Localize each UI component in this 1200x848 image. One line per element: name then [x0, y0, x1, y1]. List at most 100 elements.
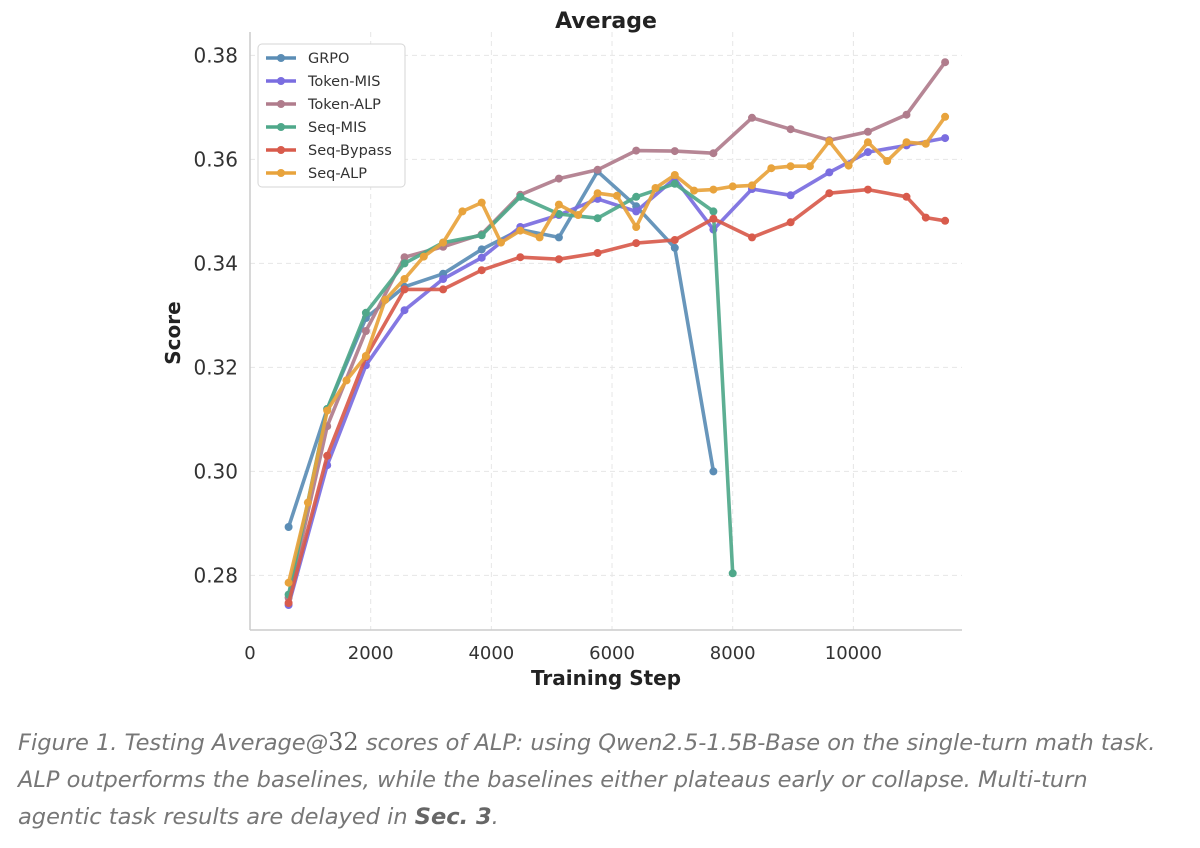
data-point [593, 165, 602, 174]
data-point [632, 146, 641, 155]
data-point [670, 243, 679, 252]
line-chart: 0 2000 4000 6000 8000 10000 0.280.300.320.340… [161, 9, 962, 690]
data-point [921, 139, 930, 148]
data-point [632, 223, 641, 231]
data-point [670, 236, 679, 244]
data-point [921, 213, 930, 222]
data-point [516, 192, 525, 201]
data-point [458, 207, 467, 216]
data-point [709, 149, 718, 158]
legend-swatch-marker [277, 123, 285, 131]
data-point [728, 182, 737, 191]
y-tick-labels: 0.28 0.30 0.32 0.34 0.36 0.38 [193, 43, 238, 587]
data-point [400, 259, 409, 268]
data-point [284, 599, 293, 607]
legend: GRPO Token-MIS Token-ALP Seq-MIS Seq-Bypass S… [257, 43, 406, 188]
series-seq-bypass [284, 185, 950, 607]
data-point [400, 306, 409, 315]
figure-caption: Figure 1. Testing Average@32 scores of A… [18, 724, 1178, 836]
data-point [381, 295, 390, 304]
data-point [863, 138, 872, 147]
x-tick-label: 4000 [468, 643, 514, 664]
data-point [941, 112, 950, 121]
axes [249, 32, 962, 631]
legend-swatch-marker [277, 77, 285, 85]
data-point [361, 308, 370, 317]
x-tick-label: 10000 [825, 643, 882, 664]
caption-prefix: Figure 1. Testing Average@ [18, 730, 329, 756]
data-point [863, 127, 872, 136]
data-point [361, 327, 370, 335]
legend-label: Token-MIS [307, 74, 380, 90]
y-axis-label: Score [161, 301, 185, 364]
data-point [709, 467, 718, 476]
data-point [902, 192, 911, 201]
data-point [612, 191, 621, 200]
chart-container: 0 2000 4000 6000 8000 10000 0.28 0.30 0.32 0.34 0… [161, 9, 962, 690]
data-point [941, 216, 950, 225]
series [284, 58, 950, 609]
data-point [284, 578, 293, 587]
data-point [439, 285, 448, 294]
data-point [516, 226, 525, 235]
y-tick-label: 0.34 [193, 251, 238, 275]
x-tick-label: 2000 [348, 643, 394, 664]
x-axis-label: Training Step [531, 666, 681, 690]
data-point [902, 110, 911, 119]
data-point [748, 233, 756, 242]
data-point [400, 253, 409, 262]
data-point [477, 198, 486, 207]
data-point [477, 266, 486, 275]
data-point [554, 255, 563, 264]
caption-body: scores of ALP: using Qwen2.5-1.5B-Base o… [18, 730, 1156, 830]
data-point [728, 569, 737, 578]
data-point [825, 137, 834, 146]
data-point [786, 218, 795, 227]
data-point [632, 207, 641, 216]
data-point [477, 253, 486, 262]
data-point [439, 275, 448, 283]
data-point [748, 181, 756, 190]
y-tick-label: 0.32 [193, 355, 238, 379]
data-point [767, 164, 776, 173]
data-point [709, 214, 718, 223]
series-seq-mis [284, 179, 737, 599]
legend-swatch-marker [277, 146, 285, 154]
data-point [477, 231, 486, 240]
data-point [670, 179, 679, 188]
data-point [883, 157, 892, 165]
data-point [554, 200, 563, 209]
data-point [902, 138, 911, 147]
data-point [941, 134, 950, 143]
data-point [593, 214, 602, 223]
chart-title: Average [555, 9, 657, 34]
caption-section-ref: Sec. 3 [414, 804, 492, 830]
data-point [477, 245, 486, 254]
data-point [786, 162, 795, 171]
data-point [593, 189, 602, 198]
data-point [786, 125, 795, 134]
caption-end: . [491, 804, 499, 830]
data-point [941, 58, 950, 67]
data-point [670, 171, 679, 179]
y-tick-label: 0.36 [193, 147, 238, 171]
legend-swatch-marker [277, 169, 285, 177]
data-point [748, 113, 756, 122]
data-point [593, 249, 602, 257]
y-tick-label: 0.28 [193, 563, 238, 587]
data-point [554, 210, 563, 218]
legend-label: Seq-MIS [308, 120, 367, 136]
data-point [786, 191, 795, 200]
data-point [805, 162, 814, 171]
legend-label: GRPO [308, 51, 349, 67]
data-point [670, 147, 679, 156]
data-point [439, 238, 448, 247]
series-seq-alp [284, 112, 950, 587]
data-point [632, 239, 641, 248]
data-point [632, 192, 641, 201]
data-point [361, 352, 370, 360]
data-point [825, 189, 834, 198]
series-line [286, 136, 947, 607]
data-point [690, 186, 699, 195]
legend-label: Seq-Bypass [308, 143, 392, 159]
